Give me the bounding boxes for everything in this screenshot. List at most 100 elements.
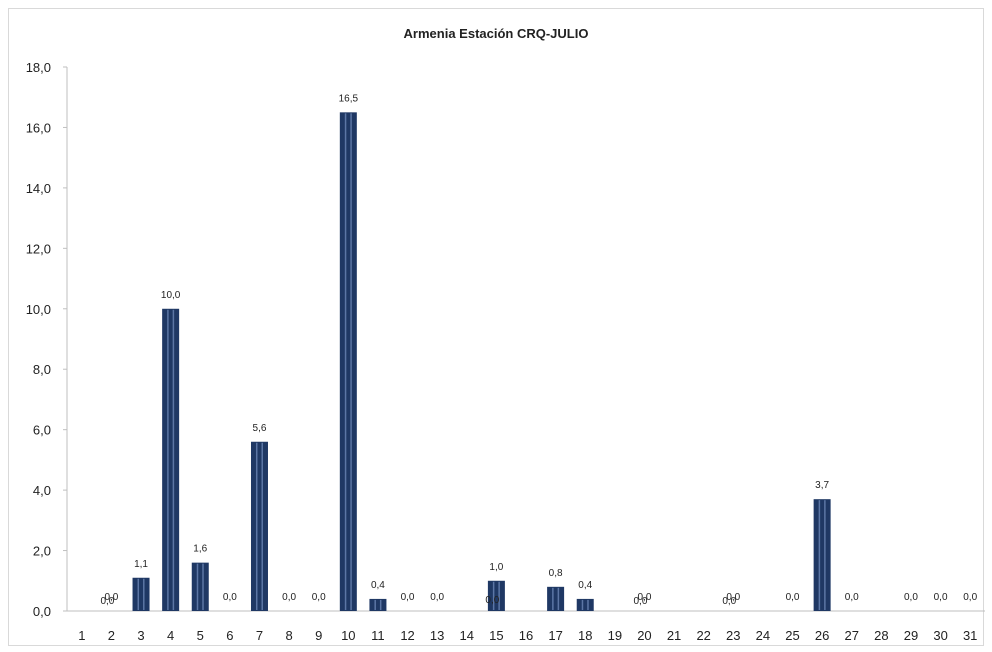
bar-highlight <box>498 581 500 610</box>
bar-highlight <box>143 578 145 610</box>
bar-highlight <box>818 500 821 610</box>
x-tick-label: 24 <box>756 628 770 643</box>
bar-highlight <box>557 587 560 610</box>
bar-highlight <box>587 599 589 610</box>
x-tick-label: 23 <box>726 628 740 643</box>
bar <box>162 308 180 611</box>
data-label: 3,7 <box>815 480 829 491</box>
data-label: 1,1 <box>134 559 148 570</box>
data-label: 0,0 <box>963 592 977 603</box>
bar-highlight <box>261 442 263 610</box>
bar <box>547 586 565 611</box>
data-label: 0,0 <box>637 592 651 603</box>
y-tick-label: 10,0 <box>26 302 51 317</box>
bar-highlight <box>172 309 175 610</box>
x-tick-label: 29 <box>904 628 918 643</box>
x-tick-label: 22 <box>696 628 710 643</box>
bar-highlight <box>350 113 352 610</box>
bar <box>369 598 387 611</box>
x-tick-label: 18 <box>578 628 592 643</box>
bar-highlight <box>824 500 826 610</box>
x-tick-label: 17 <box>548 628 562 643</box>
y-tick-label: 18,0 <box>26 60 51 75</box>
bar <box>576 598 594 611</box>
data-label: 0,0 <box>726 592 740 603</box>
bar-highlight <box>137 578 140 610</box>
data-label: 16,5 <box>339 93 359 104</box>
x-tick-label: 10 <box>341 628 355 643</box>
x-tick-label: 12 <box>400 628 414 643</box>
x-tick-label: 16 <box>519 628 533 643</box>
bar <box>132 577 150 611</box>
data-label: 0,0 <box>904 592 918 603</box>
bar <box>487 580 505 611</box>
data-label: 5,6 <box>253 423 267 434</box>
data-label: 0,0 <box>104 592 118 603</box>
bar <box>813 499 831 611</box>
y-tick-label: 2,0 <box>33 544 51 559</box>
x-tick-label: 30 <box>933 628 947 643</box>
x-tick-label: 28 <box>874 628 888 643</box>
x-tick-label: 21 <box>667 628 681 643</box>
x-tick-label: 3 <box>137 628 144 643</box>
x-tick-label: 8 <box>285 628 292 643</box>
y-tick-label: 14,0 <box>26 181 51 196</box>
bar <box>250 441 268 611</box>
data-label: 0,0 <box>722 596 736 607</box>
x-tick-label: 6 <box>226 628 233 643</box>
x-tick-label: 11 <box>371 628 385 643</box>
y-tick-label: 16,0 <box>26 120 51 135</box>
bar-highlight <box>202 563 204 610</box>
x-tick-label: 31 <box>963 628 977 643</box>
data-label: 0,0 <box>430 592 444 603</box>
x-tick-label: 9 <box>315 628 322 643</box>
data-label: 0,0 <box>223 592 237 603</box>
data-label: 0,0 <box>633 596 647 607</box>
x-tick-label: 7 <box>256 628 263 643</box>
y-tick-label: 0,0 <box>33 604 51 619</box>
bar-highlight <box>255 442 258 610</box>
data-label: 0,0 <box>485 595 499 606</box>
data-label: 0,0 <box>845 592 859 603</box>
bar-highlight <box>344 113 347 610</box>
y-tick-label: 8,0 <box>33 362 51 377</box>
data-label: 1,0 <box>489 562 503 573</box>
bar-highlight <box>492 581 495 610</box>
y-tick-label: 12,0 <box>26 241 51 256</box>
bar <box>339 112 357 611</box>
data-label: 0,0 <box>934 592 948 603</box>
y-tick-label: 4,0 <box>33 483 51 498</box>
x-tick-label: 25 <box>785 628 799 643</box>
data-label: 0,0 <box>401 592 415 603</box>
x-tick-label: 26 <box>815 628 829 643</box>
x-tick-label: 19 <box>608 628 622 643</box>
x-tick-label: 20 <box>637 628 651 643</box>
x-tick-label: 14 <box>460 628 474 643</box>
x-tick-label: 2 <box>108 628 115 643</box>
data-label: 0,0 <box>312 592 326 603</box>
bar-highlight <box>581 599 584 610</box>
bar-highlight <box>196 563 199 610</box>
x-tick-label: 15 <box>489 628 503 643</box>
data-label: 0,4 <box>578 580 592 591</box>
bar-highlight <box>167 309 169 610</box>
bar-highlight <box>552 587 554 610</box>
x-tick-label: 5 <box>197 628 204 643</box>
chart-title: Armenia Estación CRQ-JULIO <box>403 26 589 41</box>
x-tick-label: 4 <box>167 628 174 643</box>
data-label: 1,6 <box>193 544 207 555</box>
data-label: 0,8 <box>549 568 563 579</box>
data-label: 0,0 <box>282 592 296 603</box>
x-tick-label: 13 <box>430 628 444 643</box>
bar <box>191 562 209 611</box>
y-tick-label: 6,0 <box>33 423 51 438</box>
data-label: 0,4 <box>371 580 385 591</box>
bar-highlight <box>374 599 376 610</box>
data-label: 10,0 <box>161 290 181 301</box>
x-tick-label: 27 <box>845 628 859 643</box>
data-label: 0,0 <box>100 596 114 607</box>
bar-highlight <box>379 599 382 610</box>
x-tick-label: 1 <box>78 628 85 643</box>
data-label: 0,0 <box>786 592 800 603</box>
